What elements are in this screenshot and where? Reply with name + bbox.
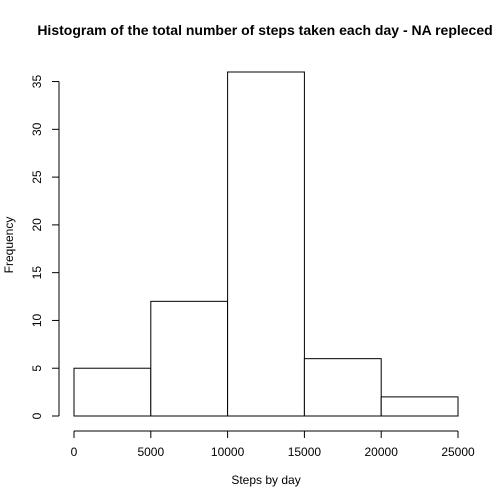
x-axis: 0 5000 10000 15000 20000 25000 bbox=[71, 430, 475, 459]
y-tick-label-2: 10 bbox=[30, 313, 44, 327]
y-axis: 0 5 10 15 20 25 30 35 bbox=[30, 75, 60, 419]
histogram-bar-1 bbox=[150, 300, 229, 417]
y-axis-label: Frequency bbox=[2, 217, 16, 274]
chart-title: Histogram of the total number of steps t… bbox=[37, 22, 492, 38]
histogram-bar-4 bbox=[380, 396, 459, 417]
y-tick-label-3: 15 bbox=[30, 266, 44, 280]
x-tick-label-0: 0 bbox=[71, 445, 78, 459]
x-tick-label-4: 20000 bbox=[365, 445, 399, 459]
y-tick-label-1: 5 bbox=[30, 365, 44, 372]
y-tick-label-0: 0 bbox=[30, 412, 44, 419]
x-tick-label-3: 15000 bbox=[288, 445, 322, 459]
histogram-bar-0 bbox=[73, 367, 152, 417]
x-tick-label-2: 10000 bbox=[211, 445, 245, 459]
bars-group bbox=[73, 71, 459, 417]
y-tick-label-7: 35 bbox=[30, 75, 44, 89]
y-tick-label-4: 20 bbox=[30, 218, 44, 232]
x-tick-label-5: 25000 bbox=[441, 445, 475, 459]
histogram-bar-3 bbox=[303, 358, 382, 417]
histogram-bar-2 bbox=[227, 71, 305, 417]
y-tick-label-5: 25 bbox=[30, 170, 44, 184]
y-tick-label-6: 30 bbox=[30, 122, 44, 136]
x-axis-label: Steps by day bbox=[231, 473, 300, 487]
x-tick-label-1: 5000 bbox=[137, 445, 164, 459]
